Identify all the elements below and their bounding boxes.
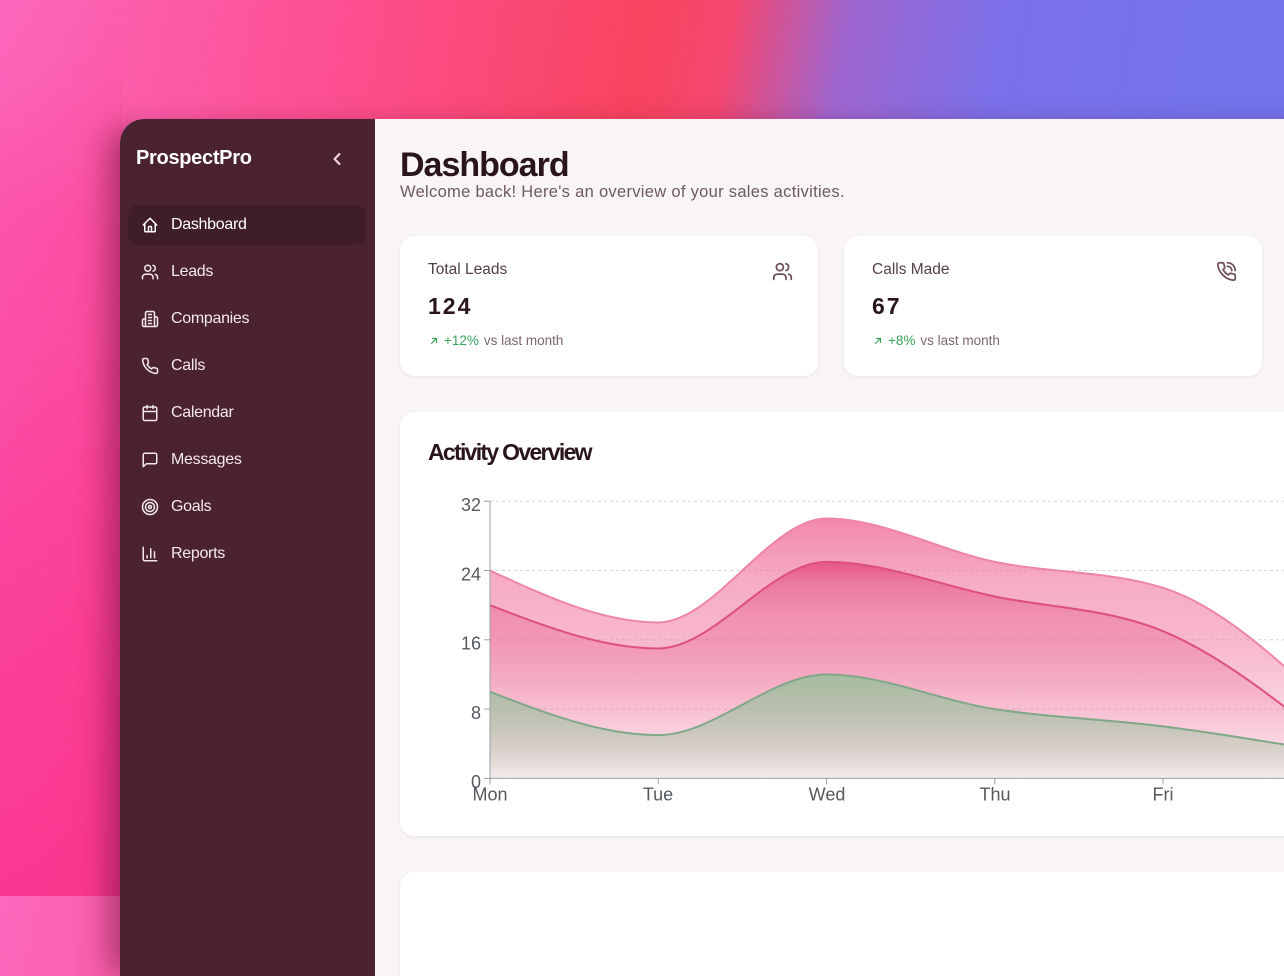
svg-text:Fri: Fri	[1153, 784, 1174, 804]
svg-text:0: 0	[471, 772, 481, 792]
svg-text:32: 32	[461, 495, 481, 515]
svg-text:16: 16	[461, 634, 481, 654]
svg-text:Thu: Thu	[979, 784, 1010, 804]
svg-text:Tue: Tue	[643, 784, 673, 804]
svg-text:Mon: Mon	[472, 784, 507, 804]
svg-text:Wed: Wed	[809, 784, 846, 804]
svg-text:24: 24	[461, 564, 481, 584]
svg-text:8: 8	[471, 703, 481, 723]
